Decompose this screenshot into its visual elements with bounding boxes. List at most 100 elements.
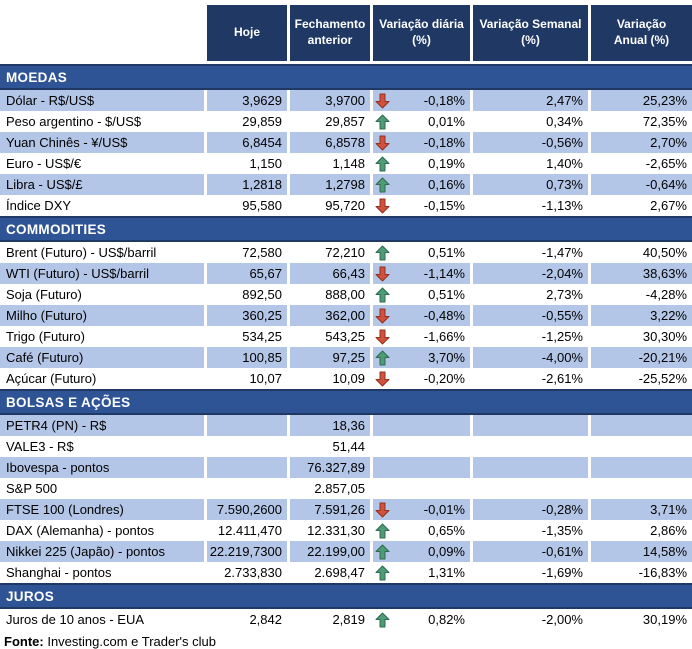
table-row: Shanghai - pontos 2.733,830 2.698,47 1,31% -… (0, 562, 692, 583)
cell-variacao-semanal (470, 436, 588, 457)
row-label: Yuan Chinês - ¥/US$ (0, 132, 204, 153)
cell-fechamento-anterior-value: 76.327,89 (307, 460, 365, 475)
cell-variacao-anual-value: 38,63% (642, 266, 687, 281)
row-label: Trigo (Futuro) (0, 326, 204, 347)
cell-hoje-value: 12.411,470 (217, 523, 282, 538)
cell-variacao-anual: -16,83% (588, 562, 692, 583)
table-row: Soja (Futuro) 892,50 888,00 0,51% 2,73% -4,28… (0, 284, 692, 305)
cell-variacao-anual: -4,28% (588, 284, 692, 305)
cell-hoje: 1,2818 (204, 174, 287, 195)
cell-variacao-semanal-value: -0,61% (541, 544, 583, 559)
cell-variacao-anual: 40,50% (588, 242, 692, 263)
row-label: Libra - US$/£ (0, 174, 204, 195)
cell-fechamento-anterior-value: 66,43 (332, 266, 365, 281)
cell-fechamento-anterior: 2.857,05 (287, 478, 370, 499)
table-row: Índice DXY 95,580 95,720 -0,15% -1,13% 2,67% (0, 195, 692, 216)
cell-fechamento-anterior-value: 543,25 (325, 329, 365, 344)
cell-fechamento-anterior-value: 22.199,00 (307, 544, 365, 559)
cell-variacao-anual: 25,23% (588, 90, 692, 111)
cell-hoje-value: 29,859 (242, 114, 282, 129)
cell-hoje (204, 415, 287, 436)
row-label-value: Libra - US$/£ (6, 177, 83, 192)
cell-hoje-value: 3,9629 (242, 93, 282, 108)
cell-hoje-value: 360,25 (242, 308, 282, 323)
cell-variacao-semanal: -2,00% (470, 609, 588, 630)
cell-variacao-diaria: -1,14% (370, 263, 470, 284)
cell-hoje: 100,85 (204, 347, 287, 368)
cell-hoje-value: 7.590,2600 (216, 502, 282, 517)
cell-variacao-semanal-value: 1,40% (546, 156, 583, 171)
column-header-fechamento-anterior: Fechamento anterior (287, 5, 370, 61)
section-header-commodities: COMMODITIES (0, 216, 692, 242)
cell-hoje: 2,842 (204, 609, 287, 630)
row-label: Índice DXY (0, 195, 204, 216)
cell-variacao-diaria (370, 478, 470, 499)
cell-variacao-anual: -25,52% (588, 368, 692, 389)
table-row: WTI (Futuro) - US$/barril 65,67 66,43 -1,14… (0, 263, 692, 284)
cell-variacao-semanal-value: -0,55% (541, 308, 583, 323)
cell-variacao-semanal-value: 2,47% (546, 93, 583, 108)
cell-hoje-value: 65,67 (249, 266, 282, 281)
cell-variacao-diaria-value: -1,14% (423, 266, 465, 281)
cell-hoje-value: 6,8454 (242, 135, 282, 150)
cell-fechamento-anterior: 18,36 (287, 415, 370, 436)
cell-variacao-diaria-value: 3,70% (428, 350, 465, 365)
cell-variacao-anual-value: 40,50% (642, 245, 687, 260)
source-label: Fonte: (4, 634, 44, 649)
cell-variacao-diaria-value: 0,65% (428, 523, 465, 538)
cell-hoje-value: 95,580 (242, 198, 282, 213)
cell-variacao-anual: 14,58% (588, 541, 692, 562)
cell-variacao-diaria-value: -0,18% (423, 93, 465, 108)
row-label-value: Café (Futuro) (6, 350, 84, 365)
row-label-value: Índice DXY (6, 198, 72, 213)
cell-variacao-diaria: 0,51% (370, 242, 470, 263)
cell-variacao-anual-value: 30,30% (642, 329, 687, 344)
cell-fechamento-anterior: 888,00 (287, 284, 370, 305)
header-spacer (0, 5, 204, 61)
cell-variacao-semanal-value: -2,61% (541, 371, 583, 386)
cell-variacao-anual (588, 436, 692, 457)
cell-fechamento-anterior-value: 18,36 (332, 418, 365, 433)
cell-hoje-value: 1,150 (249, 156, 282, 171)
table-row: Yuan Chinês - ¥/US$ 6,8454 6,8578 -0,18% -0,… (0, 132, 692, 153)
row-label-value: FTSE 100 (Londres) (6, 502, 124, 517)
row-label-value: Shanghai - pontos (6, 565, 112, 580)
cell-variacao-anual-value: 72,35% (642, 114, 687, 129)
cell-hoje: 29,859 (204, 111, 287, 132)
cell-variacao-anual: 38,63% (588, 263, 692, 284)
cell-variacao-semanal-value: -0,56% (541, 135, 583, 150)
row-label: VALE3 - R$ (0, 436, 204, 457)
cell-variacao-semanal (470, 478, 588, 499)
cell-variacao-anual-value: -4,28% (645, 287, 687, 302)
cell-variacao-diaria: 0,65% (370, 520, 470, 541)
cell-variacao-diaria-value: 1,31% (428, 565, 465, 580)
cell-fechamento-anterior-value: 7.591,26 (314, 502, 365, 517)
cell-variacao-diaria: 0,19% (370, 153, 470, 174)
cell-variacao-diaria: -0,18% (370, 90, 470, 111)
row-label: Milho (Futuro) (0, 305, 204, 326)
row-label: WTI (Futuro) - US$/barril (0, 263, 204, 284)
cell-variacao-semanal: -0,55% (470, 305, 588, 326)
cell-variacao-anual-value: -25,52% (638, 371, 687, 386)
up-arrow-icon (375, 177, 390, 193)
cell-hoje: 7.590,2600 (204, 499, 287, 520)
cell-variacao-diaria-value: -0,18% (423, 135, 465, 150)
cell-fechamento-anterior: 362,00 (287, 305, 370, 326)
cell-fechamento-anterior-value: 1,148 (332, 156, 365, 171)
cell-variacao-anual (588, 478, 692, 499)
cell-variacao-anual: -2,65% (588, 153, 692, 174)
cell-variacao-semanal-value: 0,73% (546, 177, 583, 192)
cell-hoje: 1,150 (204, 153, 287, 174)
cell-variacao-diaria-value: 0,19% (428, 156, 465, 171)
cell-hoje: 360,25 (204, 305, 287, 326)
cell-variacao-semanal: 0,34% (470, 111, 588, 132)
table-row: Ibovespa - pontos 76.327,89 (0, 457, 692, 478)
row-label-value: Dólar - R$/US$ (6, 93, 95, 108)
cell-variacao-diaria: -0,20% (370, 368, 470, 389)
cell-variacao-anual: 72,35% (588, 111, 692, 132)
cell-fechamento-anterior-value: 362,00 (325, 308, 365, 323)
cell-variacao-semanal: -1,35% (470, 520, 588, 541)
row-label: Shanghai - pontos (0, 562, 204, 583)
row-label: S&P 500 (0, 478, 204, 499)
cell-variacao-anual-value: 3,71% (650, 502, 687, 517)
